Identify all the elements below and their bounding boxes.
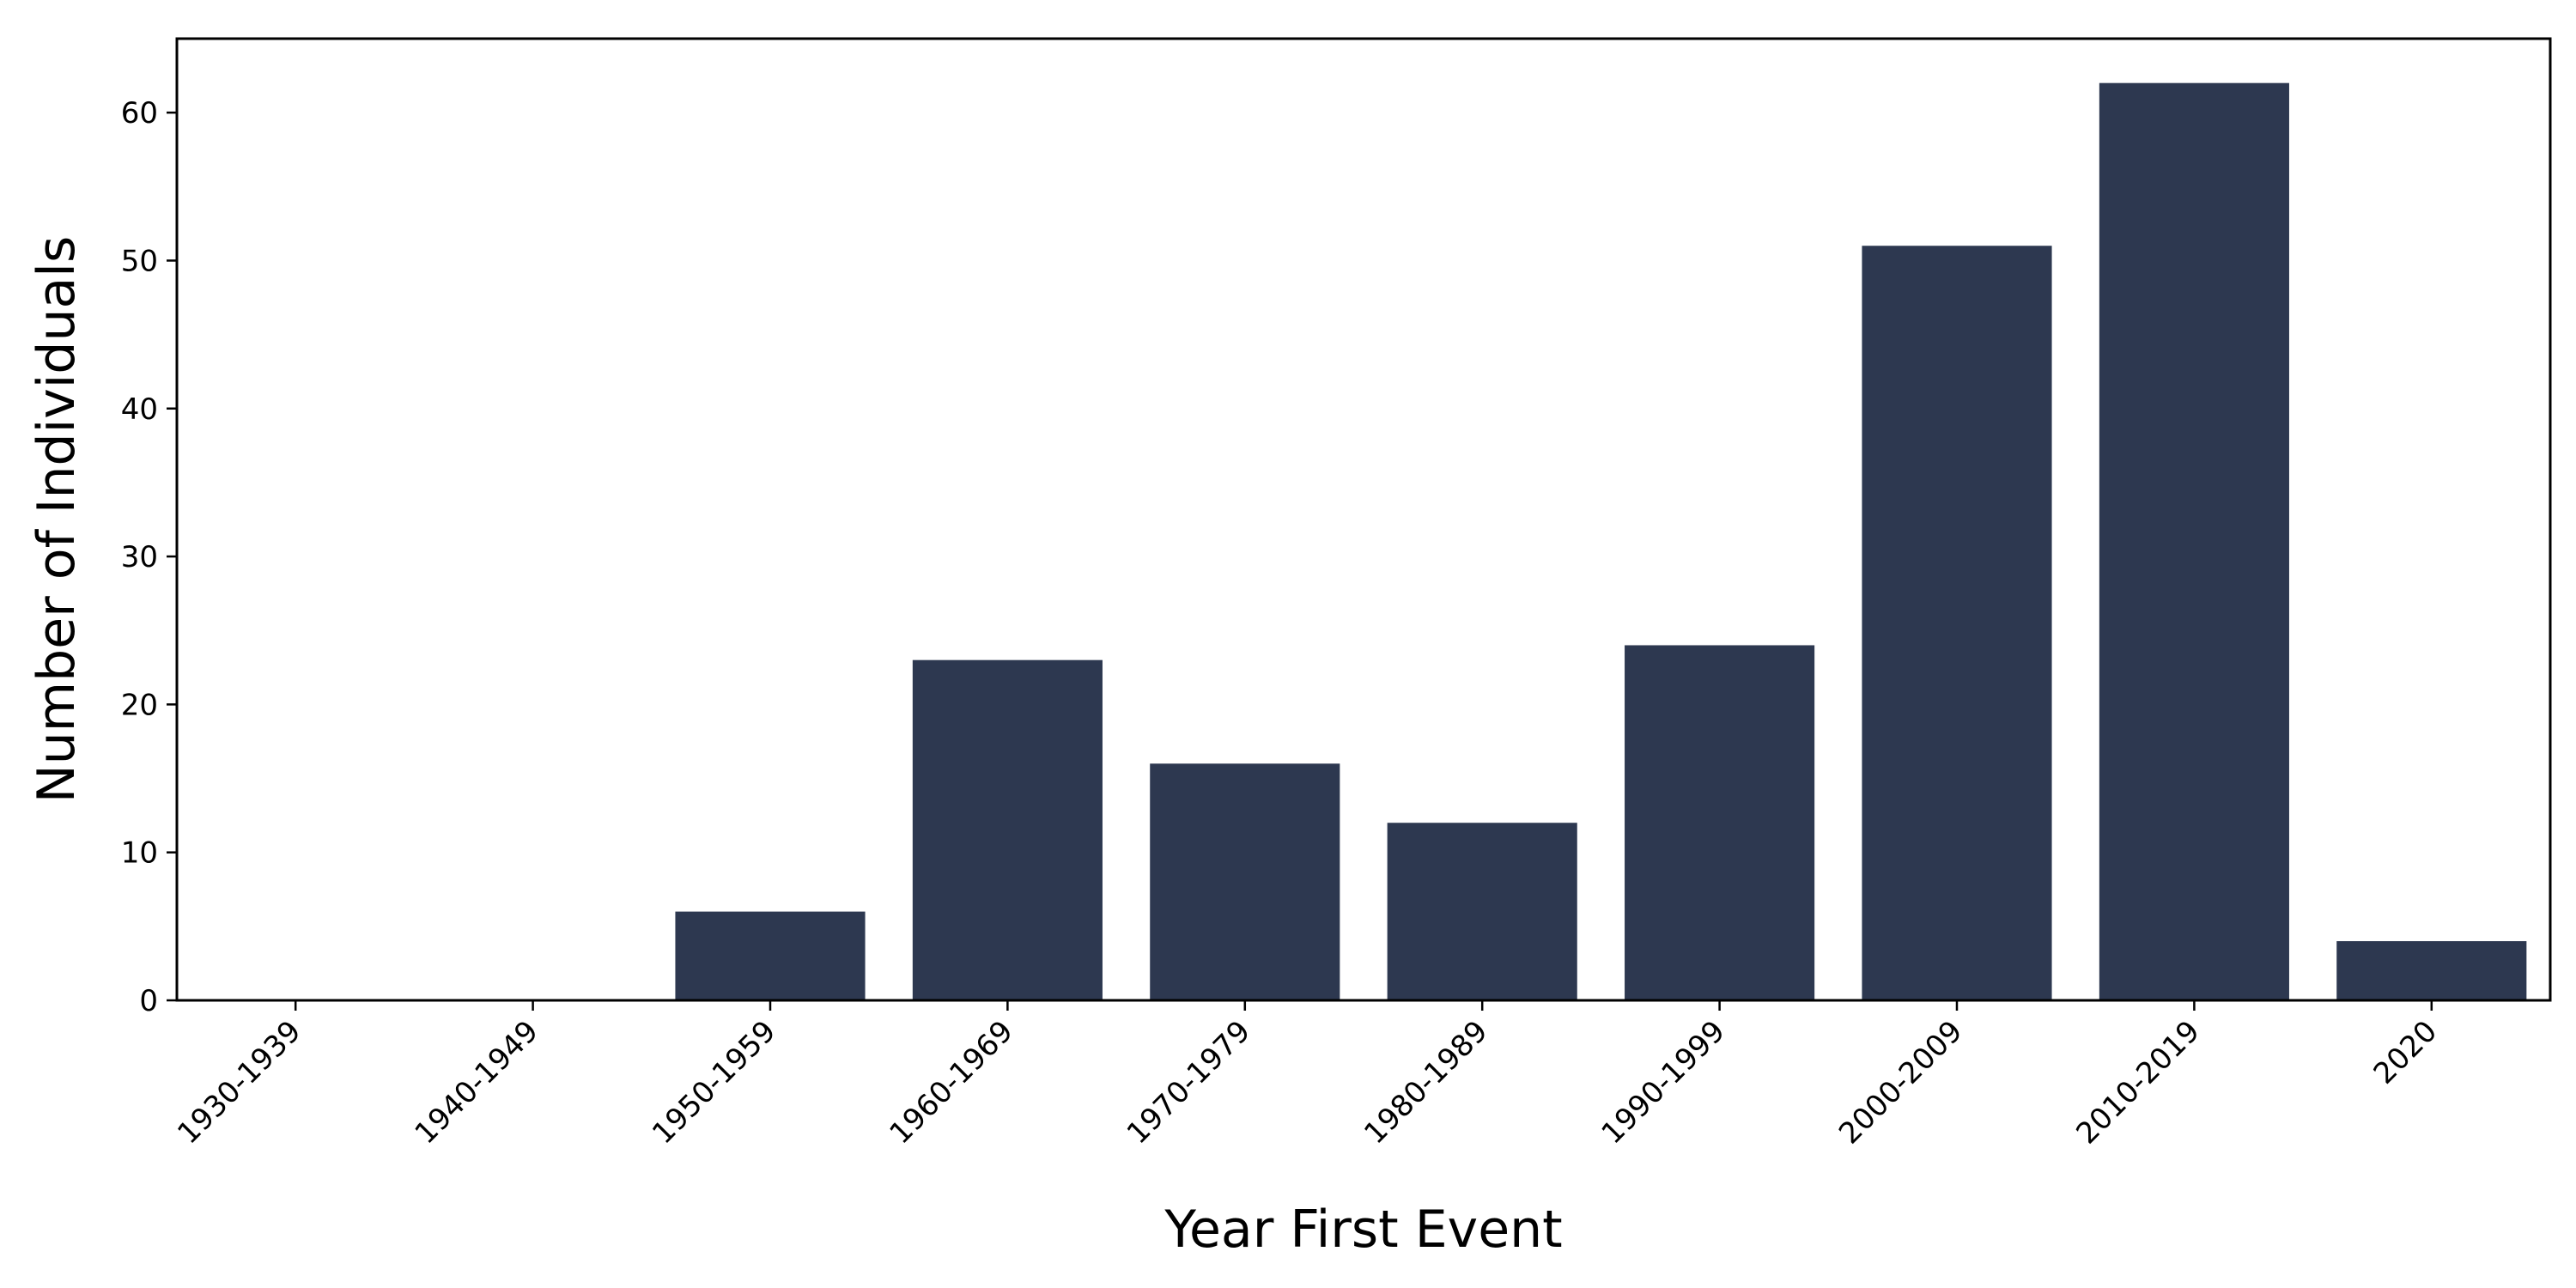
- bar-1990-1999: [1625, 645, 1815, 1000]
- bar-1960-1969: [912, 659, 1103, 1000]
- y-tick-label: 60: [121, 96, 158, 131]
- y-tick-label: 30: [121, 540, 158, 574]
- x-tick-label: 1950-1959: [646, 1014, 782, 1151]
- y-axis-title: Number of Individuals: [27, 236, 87, 803]
- y-tick-label: 20: [121, 688, 158, 722]
- x-tick-label: 1980-1989: [1358, 1014, 1494, 1151]
- x-tick-label: 1930-1939: [171, 1014, 307, 1151]
- plot-frame: [175, 37, 2552, 1002]
- bar-2000-2009: [1862, 246, 2052, 1000]
- bar-2020: [2336, 941, 2527, 1000]
- x-tick-label: 2010-2019: [2069, 1014, 2206, 1151]
- x-axis-title: Year First Event: [1163, 1200, 1562, 1260]
- y-tick-label: 50: [121, 244, 158, 278]
- bar-1970-1979: [1150, 763, 1340, 1000]
- bar-1950-1959: [675, 911, 866, 1000]
- y-tick-label: 10: [121, 836, 158, 871]
- bar-1980-1989: [1387, 823, 1577, 1000]
- x-tick-label: 1970-1979: [1121, 1014, 1257, 1151]
- x-tick-label: 1940-1949: [409, 1014, 545, 1151]
- bar-2010-2019: [2099, 82, 2289, 1001]
- bars-layer: [675, 82, 2527, 1001]
- y-tick-label: 0: [139, 984, 158, 1018]
- x-tick-label: 1960-1969: [883, 1014, 1019, 1151]
- x-tick-label: 2000-2009: [1832, 1014, 1969, 1151]
- x-tick-label: 2020: [2367, 1014, 2444, 1091]
- x-tick-label: 1990-1999: [1595, 1014, 1732, 1151]
- y-tick-label: 40: [121, 392, 158, 427]
